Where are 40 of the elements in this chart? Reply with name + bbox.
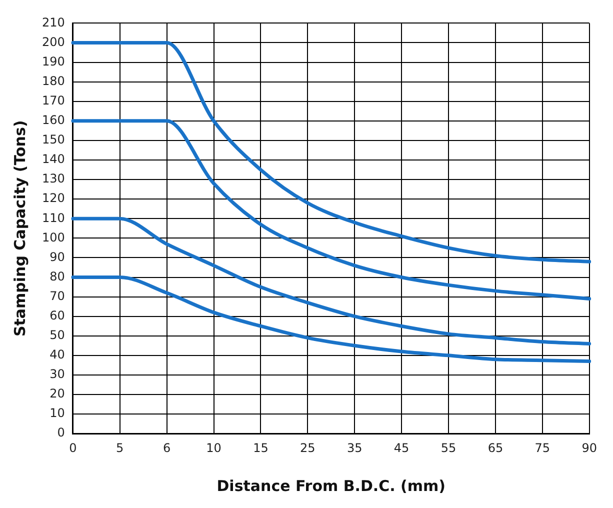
x-tick-label: 35 xyxy=(346,440,362,455)
line-series xyxy=(71,276,592,364)
x-tick-label: 25 xyxy=(300,440,316,455)
y-tick-label: 170 xyxy=(42,93,65,108)
y-tick-label: 70 xyxy=(50,288,65,303)
x-tick-label: 15 xyxy=(253,440,268,455)
y-tick-label: 90 xyxy=(50,250,65,264)
y-tick-label: 110 xyxy=(42,210,65,225)
x-tick-label: 75 xyxy=(534,440,550,455)
y-tick-label: 180 xyxy=(42,74,65,88)
y-tick-label: 10 xyxy=(50,406,65,420)
y-tick-label: 150 xyxy=(42,132,65,147)
x-tick-label: 65 xyxy=(488,440,504,455)
line-series xyxy=(71,119,592,301)
y-axis-title: Stamping Capacity (Tons) xyxy=(10,120,29,337)
x-tick-label: 55 xyxy=(440,440,456,455)
y-tick-label: 30 xyxy=(50,367,65,382)
y-tick-label: 160 xyxy=(42,113,65,128)
y-tick-label: 40 xyxy=(50,348,65,362)
y-tick-label: 0 xyxy=(57,426,65,440)
y-tick-label: 100 xyxy=(42,230,65,244)
x-tick-label: 90 xyxy=(582,440,598,455)
y-tick-label: 20 xyxy=(50,386,65,401)
x-tick-label: 45 xyxy=(394,440,410,455)
line-series xyxy=(71,216,592,346)
y-tick-label: 200 xyxy=(42,34,65,49)
x-tick-label: 10 xyxy=(206,440,222,455)
y-tick-label: 120 xyxy=(42,191,65,206)
x-tick-label: 6 xyxy=(162,440,171,455)
x-tick-label: 5 xyxy=(116,440,124,455)
y-tick-label: 140 xyxy=(42,152,65,166)
x-tick-label: 0 xyxy=(69,440,77,455)
x-axis-title: Distance From B.D.C. (mm) xyxy=(216,476,446,495)
y-tick-label: 50 xyxy=(50,328,65,342)
y-tick-label: 130 xyxy=(42,172,65,186)
y-tick-label: 60 xyxy=(50,308,65,322)
y-tick-label: 210 xyxy=(42,15,65,30)
y-tick-label: 190 xyxy=(42,54,65,68)
y-tick-label: 80 xyxy=(50,269,65,284)
line-series xyxy=(71,40,592,264)
